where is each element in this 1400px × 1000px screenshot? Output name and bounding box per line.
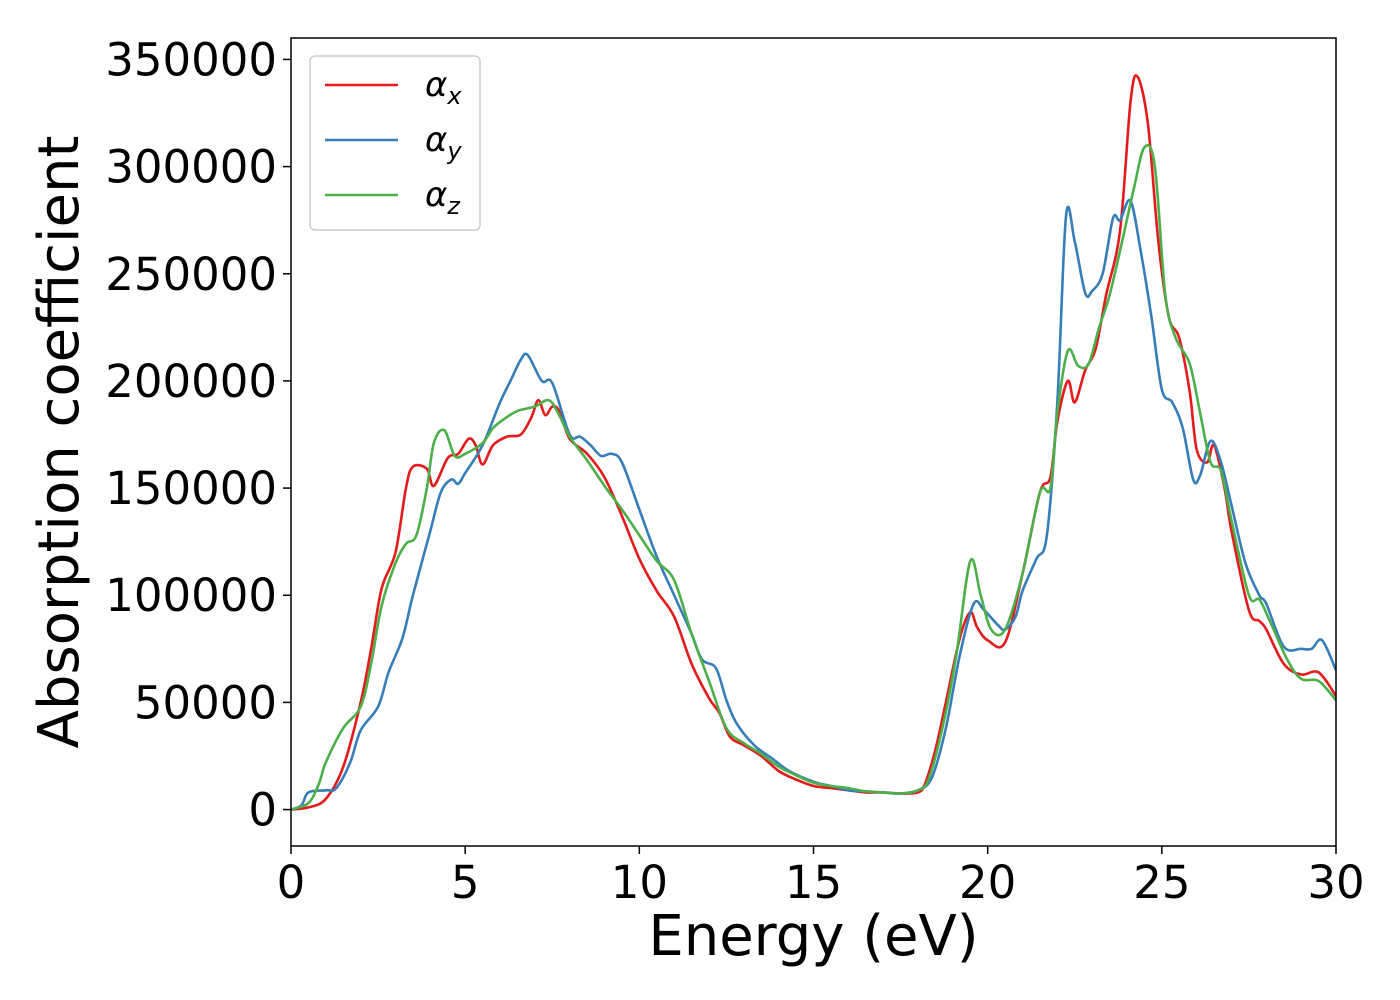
x-tick-label: 10 bbox=[611, 856, 668, 909]
y-tick-label: 100000 bbox=[105, 569, 277, 622]
legend: αx αy αz bbox=[309, 55, 481, 231]
series-lines bbox=[291, 74, 1336, 811]
y-tick-label: 350000 bbox=[105, 33, 277, 86]
x-tick-label: 20 bbox=[959, 856, 1016, 909]
x-tick-label: 0 bbox=[277, 856, 306, 909]
y-axis-title: Absorption coefficient bbox=[27, 136, 92, 749]
x-tick-label: 30 bbox=[1307, 856, 1364, 909]
x-tick-label: 25 bbox=[1133, 856, 1190, 909]
legend-label-alpha-y: αy bbox=[425, 120, 462, 165]
legend-frame bbox=[309, 55, 481, 231]
x-tick-label: 5 bbox=[451, 856, 480, 909]
y-tick-label: 250000 bbox=[105, 248, 277, 301]
series-line-alpha-z bbox=[291, 144, 1336, 811]
legend-label-alpha-z: αz bbox=[425, 175, 461, 220]
y-tick-label: 50000 bbox=[134, 676, 277, 729]
axis-ticks: 0 5 10 15 20 25 30 0 50000 100000 150000 200000 2500… bbox=[105, 33, 1364, 909]
y-tick-label: 300000 bbox=[105, 141, 277, 194]
y-tick-label: 0 bbox=[248, 784, 277, 837]
y-tick-label: 150000 bbox=[105, 462, 277, 515]
x-axis-title: Energy (eV) bbox=[648, 904, 978, 969]
legend-label-alpha-x: αx bbox=[425, 65, 462, 110]
x-tick-label: 15 bbox=[785, 856, 842, 909]
y-tick-label: 200000 bbox=[105, 355, 277, 408]
series-line-alpha-y bbox=[291, 198, 1336, 811]
